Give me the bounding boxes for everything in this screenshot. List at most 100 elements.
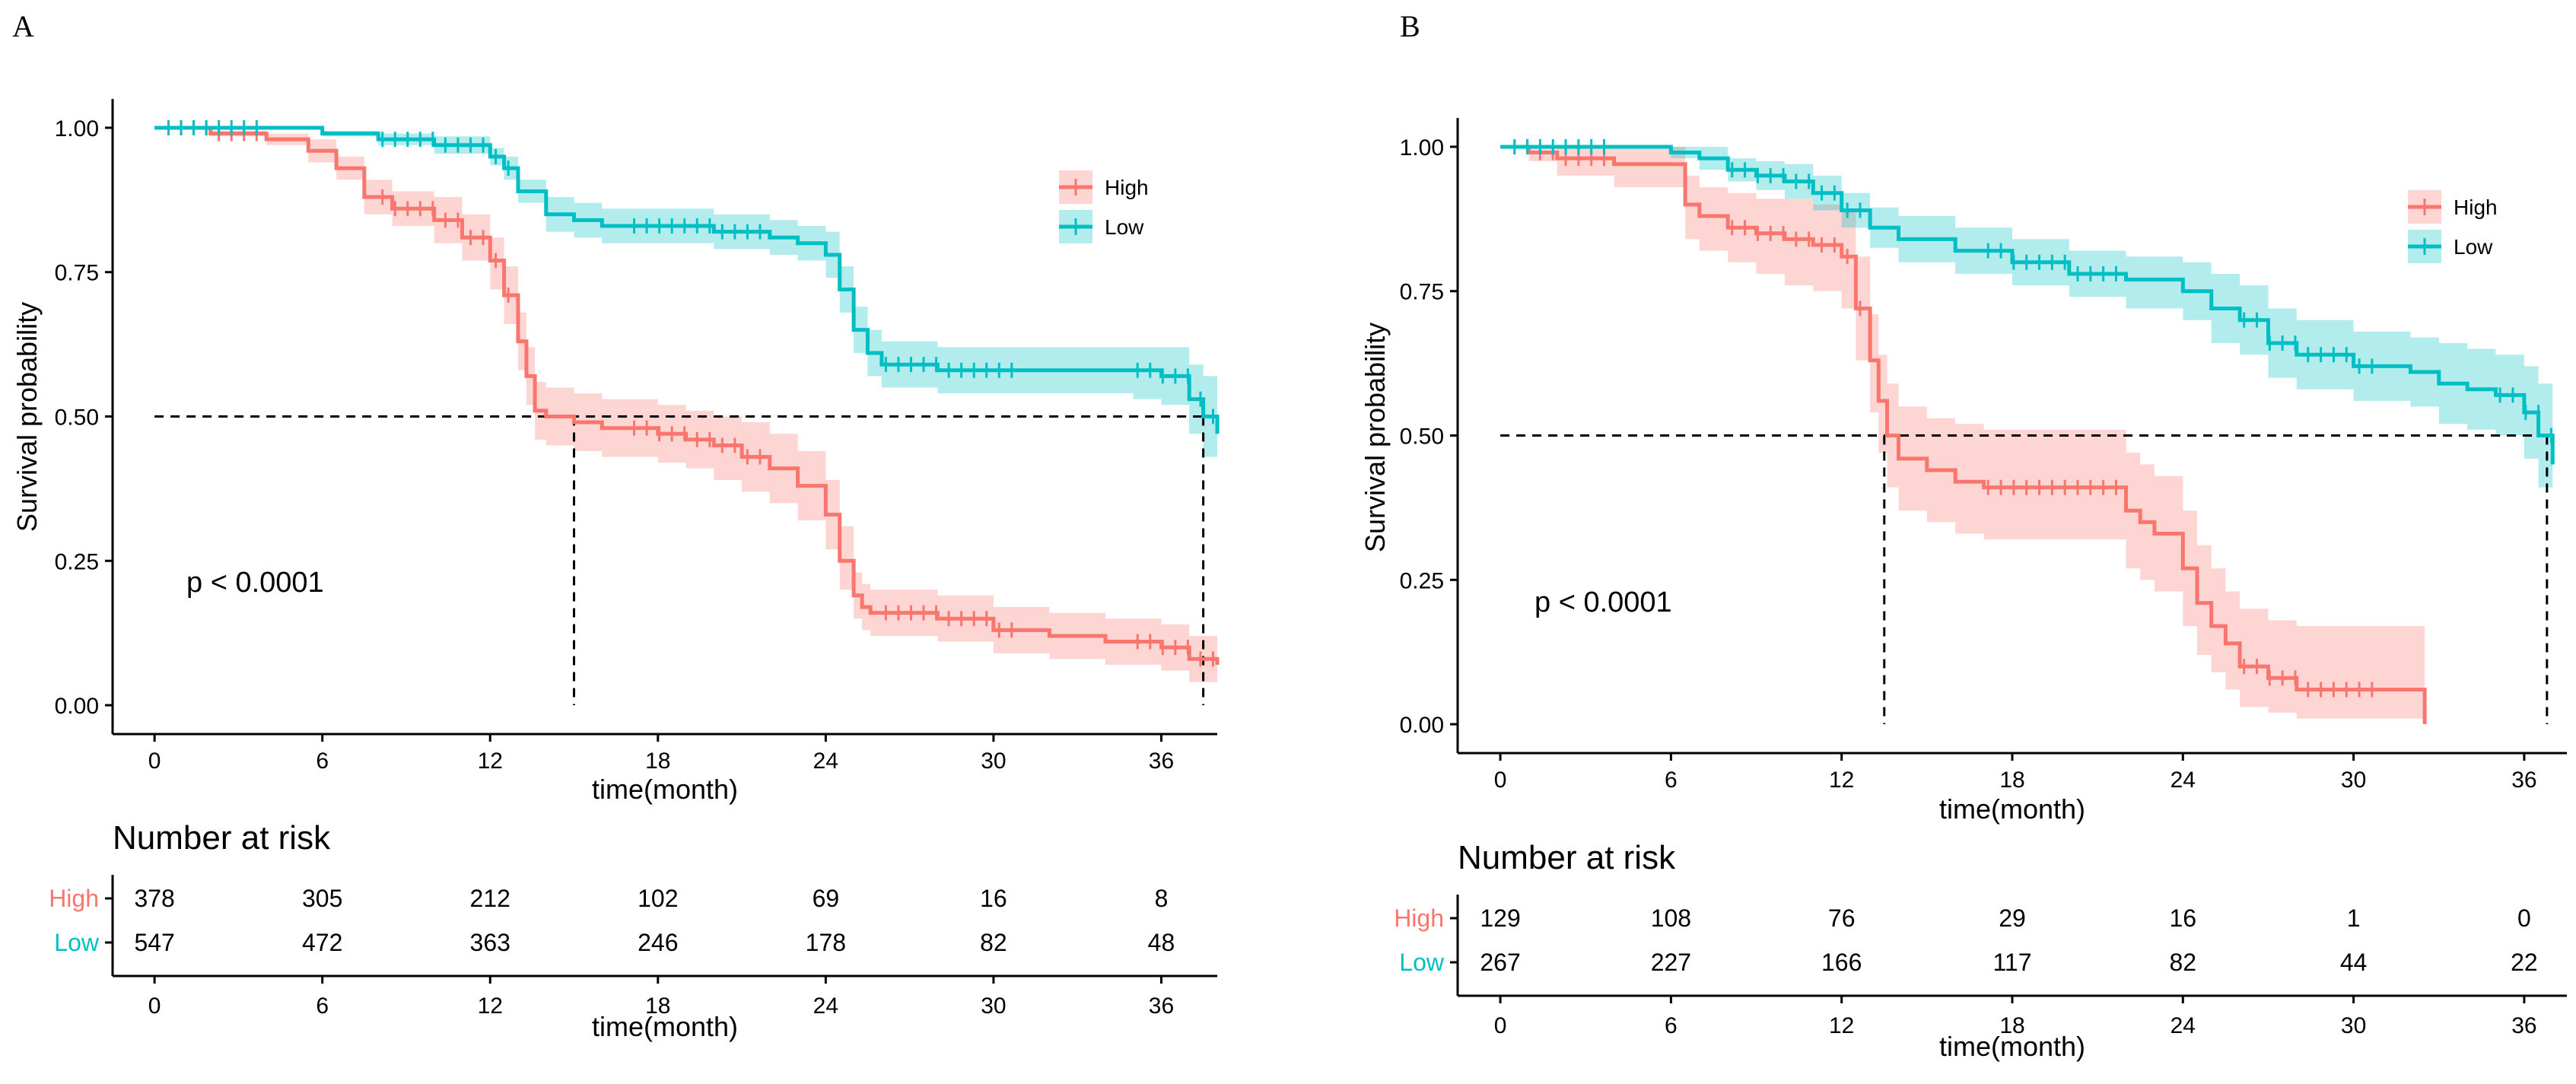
panel-label: A bbox=[12, 9, 34, 43]
risk-value: 212 bbox=[470, 885, 510, 912]
panel-label: B bbox=[1400, 9, 1420, 43]
y-axis-title: Survival probability bbox=[1360, 323, 1391, 552]
risk-value: 1 bbox=[2347, 904, 2361, 932]
risk-value: 305 bbox=[302, 885, 342, 912]
risk-x-tick-label: 18 bbox=[645, 993, 670, 1019]
risk-value: 166 bbox=[1821, 949, 1862, 976]
p-value-label: p < 0.0001 bbox=[186, 567, 324, 599]
y-tick-label: 1.00 bbox=[1400, 135, 1444, 161]
survival-curve-low bbox=[1500, 145, 2555, 465]
panel-a: A 0.00 0.25 0.50 0.75 1.00 0 6 12 18 24 30 36 time(mo… bbox=[11, 9, 1220, 1042]
risk-value: 547 bbox=[134, 929, 174, 956]
risk-table-x-title: time(month) bbox=[592, 1011, 738, 1042]
y-axis-title: Survival probability bbox=[11, 302, 43, 532]
risk-value: 76 bbox=[1828, 904, 1856, 932]
x-tick-label: 36 bbox=[2511, 768, 2536, 793]
risk-value: 378 bbox=[134, 885, 174, 912]
risk-table: Number at risk High 378 305 212 102 69 16 8 Low 54… bbox=[49, 819, 1217, 1042]
x-tick-label: 6 bbox=[1665, 768, 1678, 793]
x-tick-label: 0 bbox=[1494, 768, 1507, 793]
risk-row-label-high: High bbox=[49, 885, 99, 912]
risk-value: 8 bbox=[1155, 885, 1169, 912]
risk-x-tick-label: 0 bbox=[148, 993, 161, 1019]
ci-band-low bbox=[1500, 147, 2553, 528]
risk-x-tick-label: 36 bbox=[1149, 993, 1174, 1019]
risk-value: 82 bbox=[980, 929, 1007, 956]
risk-x-tick-label: 24 bbox=[813, 993, 838, 1019]
risk-value: 69 bbox=[813, 885, 840, 912]
x-tick-label: 12 bbox=[1829, 768, 1854, 793]
y-tick-label: 0.50 bbox=[55, 405, 99, 431]
y-tick-label: 1.00 bbox=[55, 116, 99, 141]
risk-row-label-high: High bbox=[1394, 904, 1444, 932]
risk-x-tick-label: 12 bbox=[478, 993, 503, 1019]
legend: High Low bbox=[2408, 190, 2498, 263]
x-tick-label: 12 bbox=[478, 749, 503, 774]
y-tick-label: 0.75 bbox=[55, 261, 99, 286]
risk-value: 129 bbox=[1480, 904, 1520, 932]
risk-table: Number at risk High 129 108 76 29 16 1 0 Low 267 22… bbox=[1394, 839, 2567, 1062]
x-tick-label: 0 bbox=[148, 749, 161, 774]
x-tick-label: 18 bbox=[1999, 768, 2024, 793]
y-tick-label: 0.00 bbox=[1400, 713, 1444, 738]
risk-value: 0 bbox=[2517, 904, 2531, 932]
risk-value: 22 bbox=[2511, 949, 2538, 976]
risk-row-label-low: Low bbox=[1399, 949, 1445, 976]
risk-table-title: Number at risk bbox=[113, 819, 331, 857]
ci-band-low bbox=[154, 128, 1218, 480]
ci-band-high bbox=[1500, 147, 2425, 724]
legend-label-low: Low bbox=[2454, 235, 2493, 259]
risk-value: 29 bbox=[1999, 904, 2026, 932]
risk-table-x-title: time(month) bbox=[1939, 1031, 2085, 1062]
risk-value: 227 bbox=[1651, 949, 1691, 976]
x-axis-title: time(month) bbox=[592, 774, 738, 805]
survival-curve-low bbox=[154, 126, 1220, 434]
ci-band-high bbox=[154, 128, 1218, 688]
risk-value: 108 bbox=[1651, 904, 1691, 932]
legend-label-high: High bbox=[2454, 196, 2498, 219]
risk-value: 44 bbox=[2340, 949, 2368, 976]
legend-label-low: Low bbox=[1105, 215, 1144, 239]
panel-b: B 0.00 0.25 0.50 0.75 1.00 0 6 12 18 24 30 36 time(mo… bbox=[1360, 9, 2567, 1062]
risk-x-tick-label: 30 bbox=[2341, 1013, 2366, 1038]
x-axis-title: time(month) bbox=[1939, 793, 2085, 825]
x-tick-label: 36 bbox=[1149, 749, 1174, 774]
risk-value: 16 bbox=[980, 885, 1007, 912]
x-tick-label: 24 bbox=[2171, 768, 2196, 793]
risk-table-title: Number at risk bbox=[1458, 839, 1676, 876]
risk-value: 102 bbox=[638, 885, 678, 912]
risk-x-tick-label: 12 bbox=[1829, 1013, 1854, 1038]
risk-x-tick-label: 24 bbox=[2171, 1013, 2196, 1038]
x-tick-label: 30 bbox=[981, 749, 1006, 774]
risk-value: 267 bbox=[1480, 949, 1520, 976]
risk-value: 178 bbox=[806, 929, 846, 956]
risk-x-tick-label: 6 bbox=[1665, 1013, 1678, 1038]
legend: High Low bbox=[1059, 170, 1149, 243]
y-tick-label: 0.75 bbox=[1400, 280, 1444, 305]
risk-x-tick-label: 6 bbox=[316, 993, 329, 1019]
x-tick-label: 24 bbox=[813, 749, 838, 774]
risk-value: 246 bbox=[638, 929, 678, 956]
y-tick-label: 0.25 bbox=[55, 549, 99, 574]
risk-x-tick-label: 0 bbox=[1494, 1013, 1507, 1038]
risk-value: 16 bbox=[2170, 904, 2197, 932]
risk-row-label-low: Low bbox=[54, 929, 100, 956]
x-tick-label: 30 bbox=[2341, 768, 2366, 793]
risk-value: 472 bbox=[302, 929, 342, 956]
legend-label-high: High bbox=[1105, 176, 1149, 199]
p-value-label: p < 0.0001 bbox=[1534, 587, 1672, 618]
risk-x-tick-label: 30 bbox=[981, 993, 1006, 1019]
risk-value: 117 bbox=[1992, 949, 2031, 976]
survival-curve-high bbox=[1500, 145, 2427, 724]
risk-value: 48 bbox=[1148, 929, 1175, 956]
y-tick-label: 0.25 bbox=[1400, 568, 1444, 593]
risk-x-tick-label: 36 bbox=[2511, 1013, 2536, 1038]
risk-value: 82 bbox=[2170, 949, 2197, 976]
x-tick-label: 6 bbox=[316, 749, 329, 774]
y-tick-label: 0.00 bbox=[55, 694, 99, 719]
x-tick-label: 18 bbox=[645, 749, 670, 774]
risk-x-tick-label: 18 bbox=[1999, 1013, 2024, 1038]
risk-value: 363 bbox=[470, 929, 510, 956]
y-tick-label: 0.50 bbox=[1400, 424, 1444, 450]
